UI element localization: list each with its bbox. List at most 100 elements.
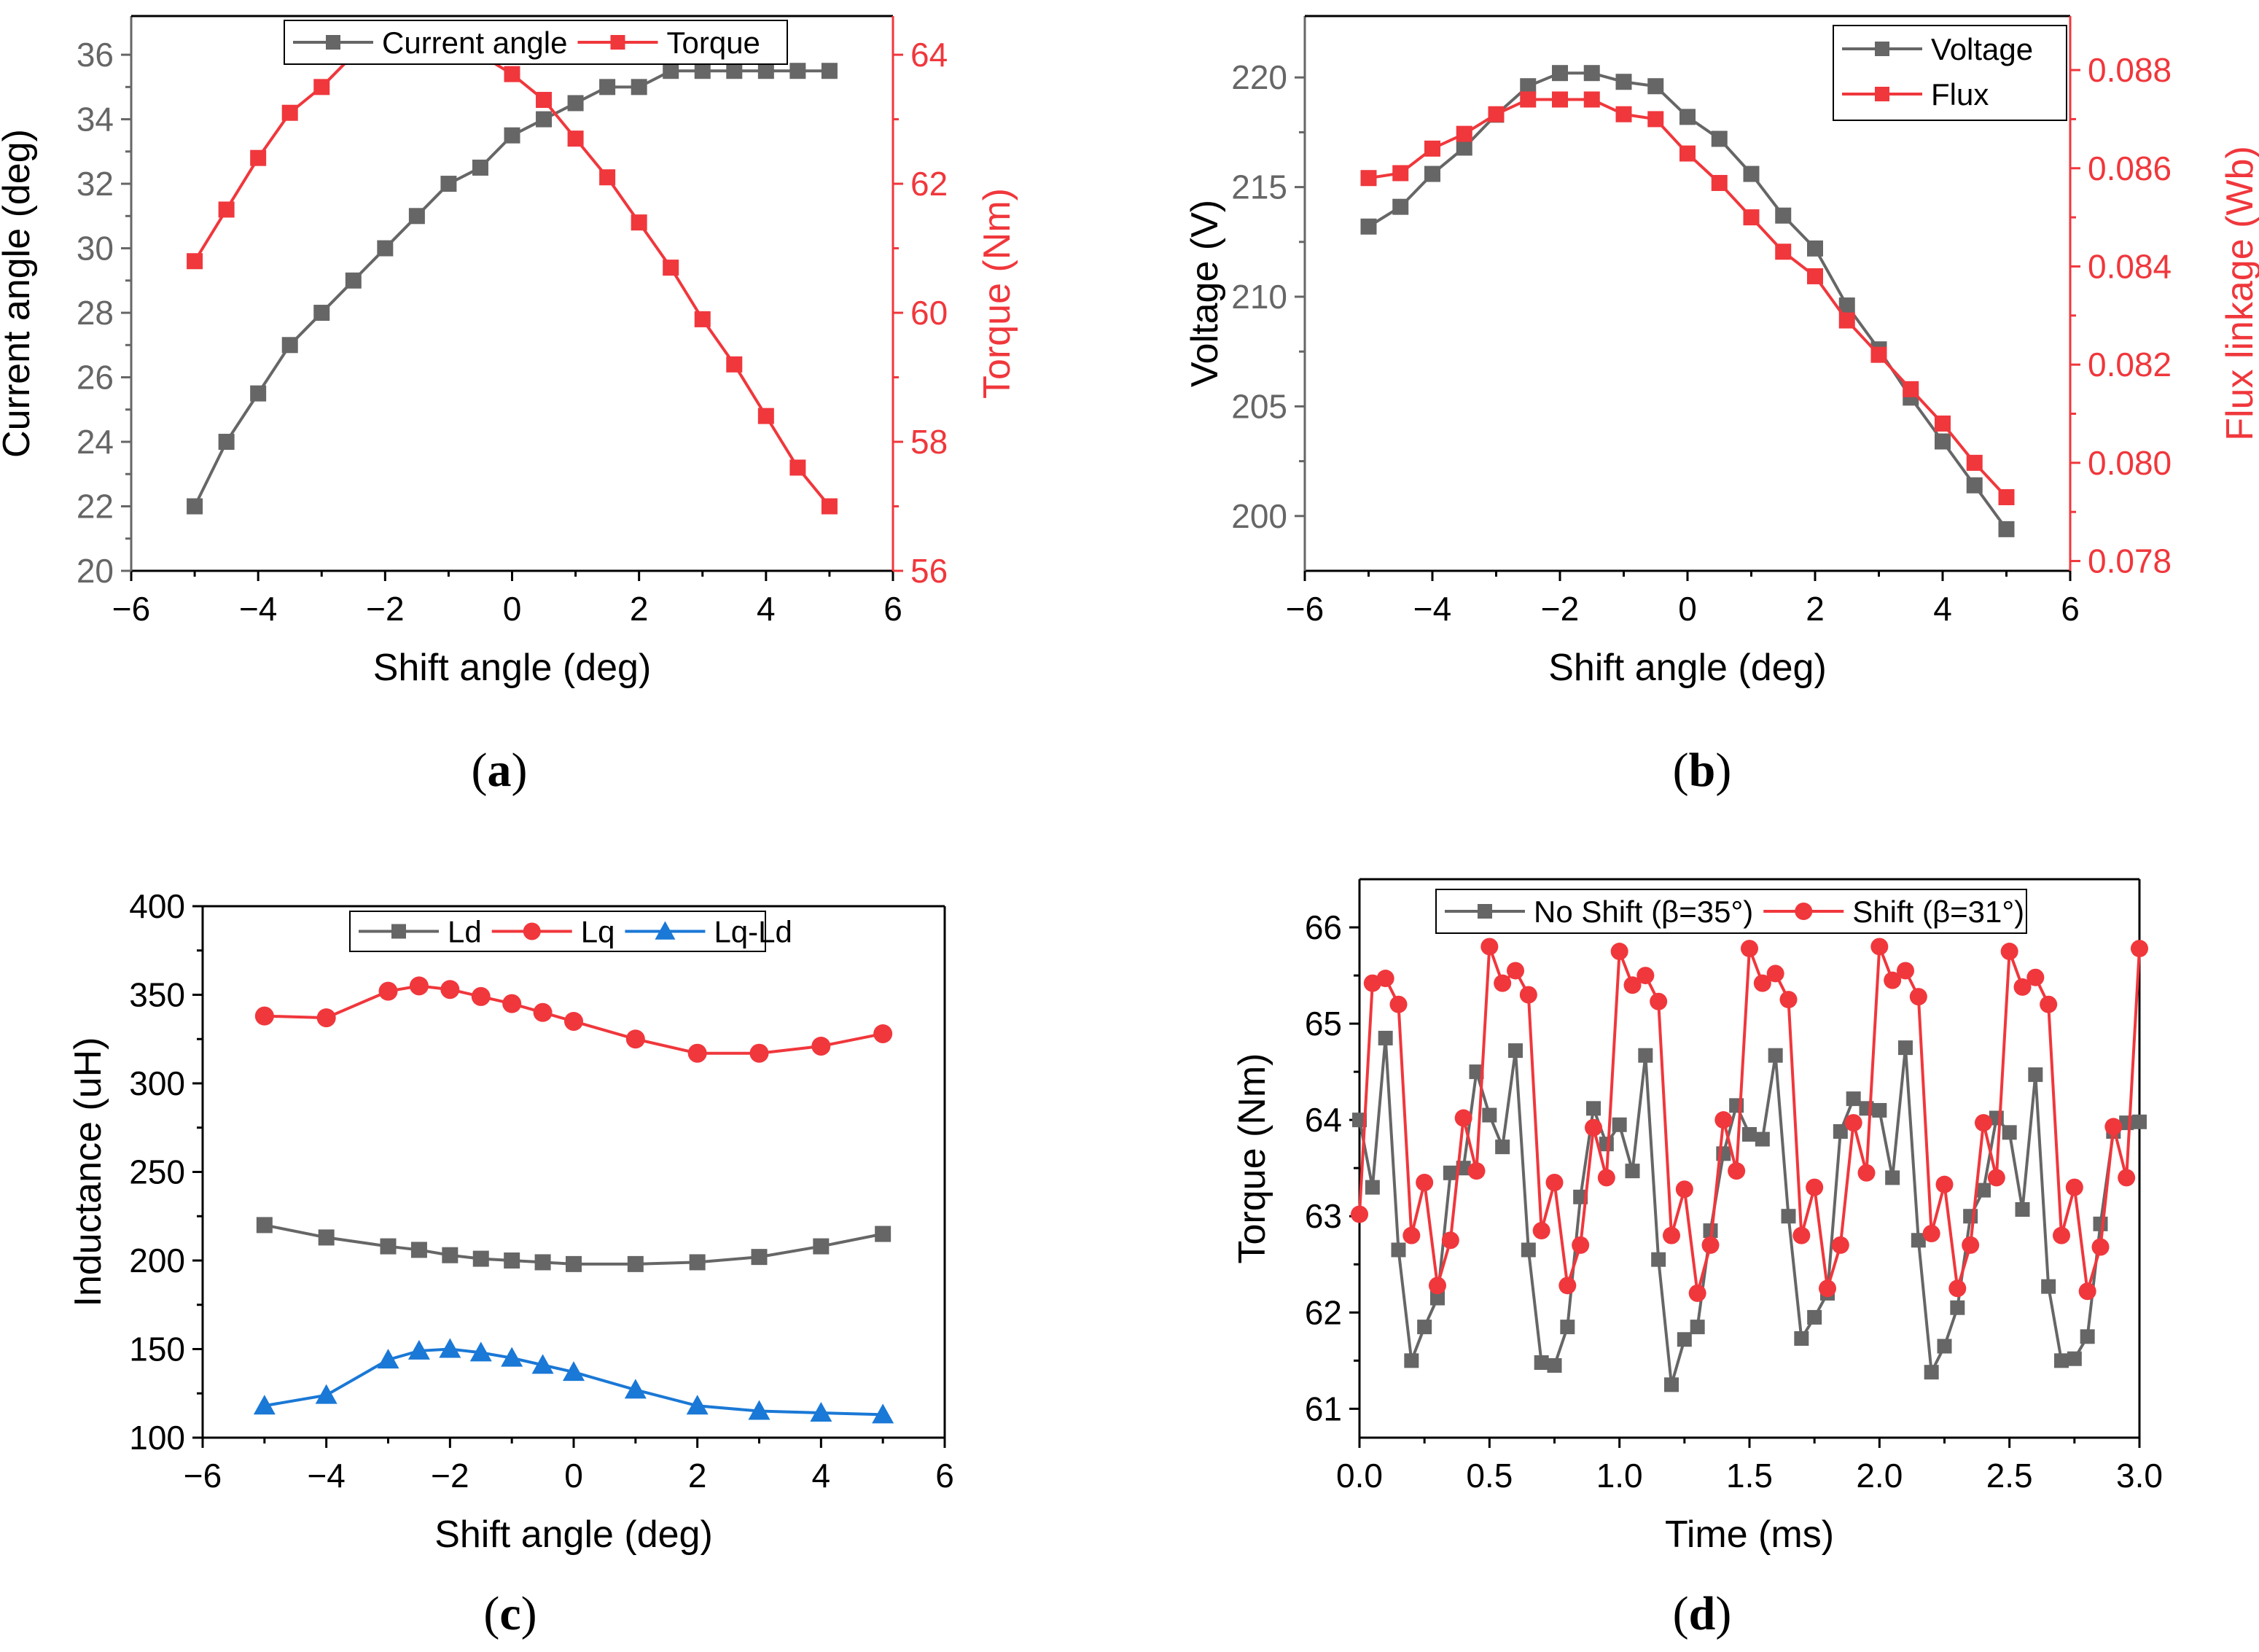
legend-entry: Torque: [666, 26, 760, 60]
data-point: [1870, 938, 1889, 956]
data-point: [599, 79, 616, 96]
data-point: [1679, 145, 1696, 162]
data-point: [1495, 1139, 1510, 1155]
data-point: [440, 176, 457, 192]
data-point: [1690, 1320, 1705, 1335]
data-point: [1909, 988, 1927, 1006]
legend-entry: Shift (β=31°): [1852, 895, 2024, 929]
data-point: [599, 169, 616, 186]
data-point: [663, 260, 679, 276]
data-point: [1351, 1205, 1368, 1223]
chart-c: −6 −4 −2 0 2 4 6 100 150 200 250 300 350 400 Shift ang…: [67, 887, 954, 1640]
data-point: [1937, 1339, 1952, 1354]
y2-tick-label: 0.082: [2088, 346, 2172, 383]
data-point: [1585, 1118, 1602, 1137]
y-axis-title: Voltage (V): [1184, 200, 1226, 387]
data-point: [1547, 1357, 1562, 1373]
panel-label-close: ): [1715, 1587, 1731, 1640]
data-point: [1819, 1279, 1836, 1298]
y-tick-label: 32: [77, 165, 114, 203]
y2-axis-title: Torque (Nm): [976, 188, 1018, 399]
data-point: [631, 79, 647, 96]
data-point: [1807, 268, 1823, 284]
y-axis-title: Current angle (deg): [0, 129, 38, 458]
data-point: [751, 1249, 768, 1266]
data-point: [1897, 962, 1914, 980]
y-tick-label: 22: [77, 488, 114, 526]
data-point: [2053, 1226, 2070, 1244]
data-point: [1378, 1030, 1393, 1045]
legend-swatch-marker: [655, 921, 676, 940]
data-point: [1392, 198, 1409, 215]
data-point: [2026, 968, 2045, 986]
data-point: [1456, 139, 1472, 156]
legend-swatch-marker: [326, 35, 340, 50]
data-point: [1612, 1117, 1627, 1132]
x-tick-label: −4: [239, 590, 277, 628]
x-tick-label: 0: [1678, 590, 1697, 628]
data-point: [2040, 995, 2058, 1013]
x-tick-label: 0.5: [1466, 1457, 1513, 1495]
data-point: [1650, 992, 1668, 1010]
data-point: [315, 1384, 338, 1404]
data-point: [1924, 1365, 1939, 1380]
data-point: [2091, 1238, 2110, 1256]
data-point: [1846, 1091, 1861, 1107]
data-point: [504, 127, 520, 144]
y-axis-title: Inductance (uH): [67, 1037, 109, 1307]
data-point: [567, 130, 584, 147]
y-tick-label: 350: [129, 976, 185, 1014]
data-point: [1872, 1102, 1887, 1118]
data-point: [1404, 1353, 1419, 1368]
data-point: [536, 111, 553, 128]
x-axis-title: Shift angle (deg): [373, 647, 652, 689]
panel-label-letter: c: [499, 1587, 520, 1640]
data-point: [694, 311, 711, 327]
y-tick-label: 100: [129, 1419, 185, 1457]
series-no-shift-35: [1352, 1030, 2147, 1392]
data-point: [1417, 1320, 1432, 1335]
data-point: [1743, 209, 1760, 226]
x-tick-label: −6: [184, 1457, 222, 1495]
data-point: [1583, 91, 1600, 108]
y-tick-label: 200: [1231, 497, 1287, 535]
data-point: [1966, 477, 1983, 494]
data-point: [2041, 1279, 2056, 1294]
data-point: [250, 385, 267, 402]
data-point: [250, 149, 267, 166]
data-point: [1963, 1209, 1978, 1224]
y-tick-label: 63: [1305, 1197, 1342, 1235]
data-point: [1885, 1170, 1900, 1185]
panel-label-close: ): [521, 1587, 537, 1640]
x-tick-label: −6: [1286, 590, 1324, 628]
data-point: [821, 63, 838, 79]
data-point: [1583, 65, 1600, 82]
y2-tick-label: 62: [910, 165, 948, 203]
data-point: [1389, 995, 1408, 1013]
y-tick-label: 64: [1305, 1101, 1342, 1139]
data-point: [631, 214, 647, 231]
data-point: [472, 159, 488, 176]
data-point: [531, 1354, 554, 1374]
data-point: [1454, 1109, 1472, 1127]
data-point: [564, 1011, 583, 1031]
legend: Ld Lq Lq-Ld: [349, 911, 792, 952]
data-point: [686, 1395, 709, 1415]
data-point: [1391, 1242, 1406, 1258]
data-point: [1935, 1175, 1954, 1193]
data-point: [1966, 454, 1983, 471]
data-point: [1779, 991, 1798, 1009]
data-point: [1365, 1180, 1380, 1195]
y-tick-label: 34: [77, 101, 114, 139]
data-point: [2131, 940, 2148, 958]
data-point: [472, 1250, 489, 1267]
data-point: [533, 1002, 553, 1022]
data-point: [1806, 1178, 1824, 1196]
x-tick-label: 4: [1933, 590, 1952, 628]
data-point: [409, 976, 429, 996]
x-tick-label: 0: [564, 1457, 583, 1495]
x-tick-label: 2: [630, 590, 649, 628]
legend-box: [1435, 889, 2027, 934]
chart-b: −6 −4 −2 0 2 4 6 200 205 210 215 220 0.078 0.080 0.082…: [1184, 15, 2259, 797]
